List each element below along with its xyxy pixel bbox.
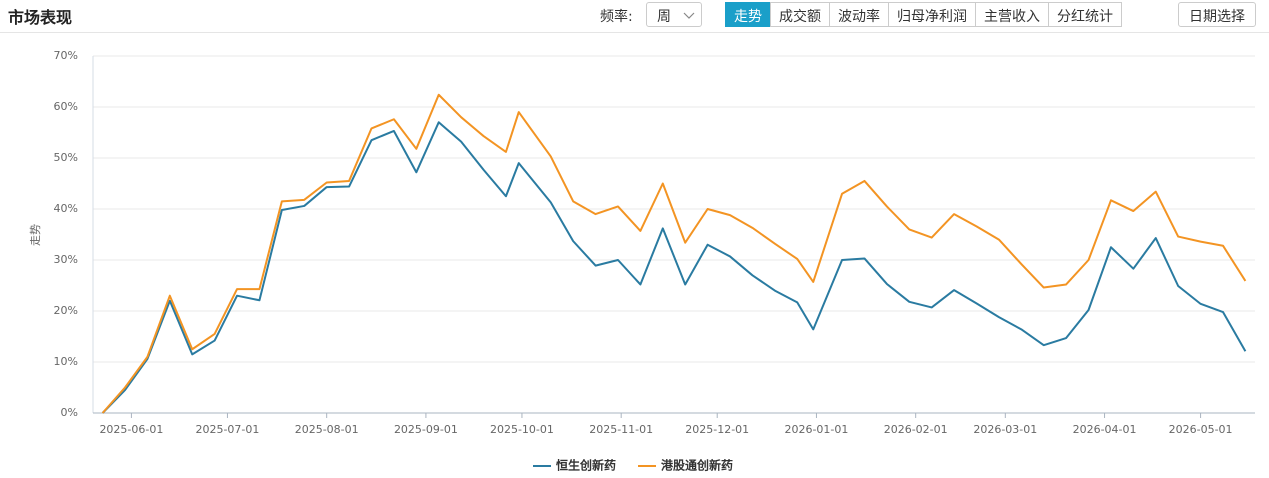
x-tick-label: 2025-11-01: [589, 423, 653, 436]
x-tick-label: 2025-06-01: [99, 423, 163, 436]
tab[interactable]: 归母净利润: [888, 2, 976, 27]
x-tick-label: 2026-03-01: [973, 423, 1037, 436]
y-tick-label: 50%: [54, 151, 78, 164]
tab[interactable]: 主营收入: [975, 2, 1049, 27]
header: 市场表现 频率: 周 走势 成交额 波动率 归母净利润 主营收入 分红统计 日期选择: [0, 0, 1269, 33]
x-tick-label: 2026-04-01: [1073, 423, 1137, 436]
frequency-value: 周: [657, 9, 671, 25]
legend-item: 恒生创新药: [533, 458, 616, 473]
y-tick-label: 40%: [54, 202, 78, 215]
legend-label: 港股通创新药: [661, 458, 733, 473]
y-tick-label: 20%: [54, 304, 78, 317]
x-tick-label: 2026-02-01: [884, 423, 948, 436]
y-tick-label: 30%: [54, 253, 78, 266]
chart: 走势 0% 10% 20% 30% 40% 50% 60% 70% 2025-06-01 2025…: [29, 49, 1255, 473]
x-tick-label: 2025-07-01: [195, 423, 259, 436]
y-tick-label: 70%: [54, 49, 78, 62]
tab[interactable]: 波动率: [829, 2, 889, 27]
tab[interactable]: 分红统计: [1048, 2, 1122, 27]
frequency-label: 频率:: [600, 9, 633, 25]
y-tick-label: 0%: [61, 406, 78, 419]
tab[interactable]: 走势: [725, 2, 771, 27]
page-title: 市场表现: [8, 8, 73, 27]
series-line: [101, 121, 1247, 414]
y-tick-label: 10%: [54, 355, 78, 368]
legend: 恒生创新药 港股通创新药: [533, 458, 733, 473]
legend-label: 恒生创新药: [556, 458, 616, 473]
x-tick-label: 2026-01-01: [784, 423, 848, 436]
tab[interactable]: 成交额: [770, 2, 830, 27]
y-tick-label: 60%: [54, 100, 78, 113]
x-tick-label: 2025-09-01: [394, 423, 458, 436]
legend-item: 港股通创新药: [638, 458, 733, 473]
x-tick-label: 2025-08-01: [295, 423, 359, 436]
tab-bar: 走势 成交额 波动率 归母净利润 主营收入 分红统计: [725, 2, 1122, 27]
dropdown-arrow: [683, 12, 695, 19]
x-tick-label: 2025-10-01: [490, 423, 554, 436]
x-tick-label: 2026-05-01: [1169, 423, 1233, 436]
frequency-select[interactable]: 周: [646, 2, 702, 27]
date-button[interactable]: 日期选择: [1178, 2, 1256, 27]
y-axis-label: 走势: [29, 224, 42, 246]
x-tick-label: 2025-12-01: [685, 423, 749, 436]
series-line: [101, 93, 1247, 414]
